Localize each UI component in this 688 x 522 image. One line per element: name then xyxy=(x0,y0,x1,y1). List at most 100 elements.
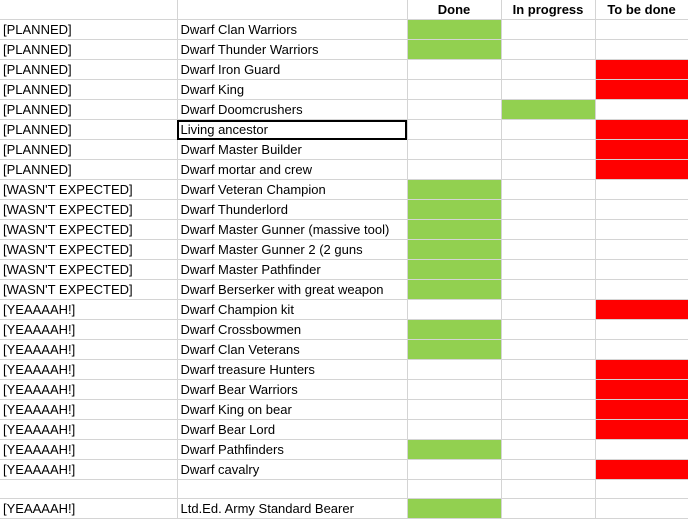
header-cell-tag[interactable] xyxy=(0,0,178,20)
item-cell[interactable]: Ltd.Ed. Army Standard Bearer xyxy=(177,498,408,519)
status-cell-done[interactable] xyxy=(407,219,502,240)
header-cell-to-be-done[interactable]: To be done xyxy=(595,0,688,20)
status-cell-to-be-done[interactable] xyxy=(595,459,688,480)
status-cell-done[interactable] xyxy=(407,279,502,300)
item-cell[interactable]: Dwarf Crossbowmen xyxy=(177,319,408,340)
item-cell[interactable]: Dwarf Pathfinders xyxy=(177,439,408,460)
header-cell-in-progress[interactable]: In progress xyxy=(501,0,596,20)
status-cell-to-be-done[interactable] xyxy=(595,479,688,499)
item-cell[interactable]: Dwarf Thunder Warriors xyxy=(177,39,408,60)
item-cell[interactable]: Dwarf Master Gunner 2 (2 guns xyxy=(177,239,408,260)
status-cell-done[interactable] xyxy=(407,39,502,60)
item-cell[interactable]: Dwarf Iron Guard xyxy=(177,59,408,80)
tag-cell[interactable]: [WASN'T EXPECTED] xyxy=(0,279,178,300)
tag-cell[interactable] xyxy=(0,479,178,499)
status-cell-to-be-done[interactable] xyxy=(595,79,688,100)
status-cell-done[interactable] xyxy=(407,379,502,400)
status-cell-in-progress[interactable] xyxy=(501,239,596,260)
item-cell[interactable]: Dwarf Clan Warriors xyxy=(177,19,408,40)
status-cell-in-progress[interactable] xyxy=(501,39,596,60)
tag-cell[interactable]: [WASN'T EXPECTED] xyxy=(0,219,178,240)
tag-cell[interactable]: [YEAAAAH!] xyxy=(0,498,178,519)
header-cell-item[interactable] xyxy=(177,0,408,20)
status-cell-done[interactable] xyxy=(407,359,502,380)
tag-cell[interactable]: [PLANNED] xyxy=(0,139,178,160)
status-cell-in-progress[interactable] xyxy=(501,19,596,40)
status-cell-done[interactable] xyxy=(407,179,502,200)
status-cell-done[interactable] xyxy=(407,139,502,160)
tag-cell[interactable]: [WASN'T EXPECTED] xyxy=(0,259,178,280)
status-cell-done[interactable] xyxy=(407,59,502,80)
item-cell[interactable]: Dwarf Bear Lord xyxy=(177,419,408,440)
status-cell-in-progress[interactable] xyxy=(501,99,596,120)
status-cell-in-progress[interactable] xyxy=(501,119,596,140)
status-cell-to-be-done[interactable] xyxy=(595,299,688,320)
item-cell[interactable]: Dwarf Thunderlord xyxy=(177,199,408,220)
status-cell-to-be-done[interactable] xyxy=(595,439,688,460)
status-cell-to-be-done[interactable] xyxy=(595,239,688,260)
item-cell[interactable]: Dwarf King xyxy=(177,79,408,100)
status-cell-done[interactable] xyxy=(407,99,502,120)
tag-cell[interactable]: [WASN'T EXPECTED] xyxy=(0,239,178,260)
status-cell-done[interactable] xyxy=(407,439,502,460)
tag-cell[interactable]: [WASN'T EXPECTED] xyxy=(0,179,178,200)
item-cell[interactable]: Dwarf Master Pathfinder xyxy=(177,259,408,280)
tag-cell[interactable]: [YEAAAAH!] xyxy=(0,459,178,480)
item-cell[interactable]: Dwarf Clan Veterans xyxy=(177,339,408,360)
status-cell-in-progress[interactable] xyxy=(501,299,596,320)
status-cell-done[interactable] xyxy=(407,259,502,280)
status-cell-done[interactable] xyxy=(407,479,502,499)
status-cell-to-be-done[interactable] xyxy=(595,99,688,120)
status-cell-in-progress[interactable] xyxy=(501,419,596,440)
status-cell-in-progress[interactable] xyxy=(501,439,596,460)
status-cell-to-be-done[interactable] xyxy=(595,139,688,160)
status-cell-in-progress[interactable] xyxy=(501,139,596,160)
status-cell-to-be-done[interactable] xyxy=(595,59,688,80)
status-cell-to-be-done[interactable] xyxy=(595,359,688,380)
item-cell[interactable]: Dwarf Bear Warriors xyxy=(177,379,408,400)
status-cell-in-progress[interactable] xyxy=(501,159,596,180)
status-cell-to-be-done[interactable] xyxy=(595,419,688,440)
status-cell-done[interactable] xyxy=(407,299,502,320)
status-cell-in-progress[interactable] xyxy=(501,359,596,380)
tag-cell[interactable]: [PLANNED] xyxy=(0,159,178,180)
status-cell-in-progress[interactable] xyxy=(501,79,596,100)
tag-cell[interactable]: [YEAAAAH!] xyxy=(0,399,178,420)
status-cell-done[interactable] xyxy=(407,119,502,140)
item-cell[interactable]: Dwarf Berserker with great weapon xyxy=(177,279,408,300)
tag-cell[interactable]: [PLANNED] xyxy=(0,99,178,120)
status-cell-in-progress[interactable] xyxy=(501,479,596,499)
status-cell-to-be-done[interactable] xyxy=(595,399,688,420)
item-cell[interactable] xyxy=(177,479,408,499)
tag-cell[interactable]: [WASN'T EXPECTED] xyxy=(0,199,178,220)
status-cell-done[interactable] xyxy=(407,459,502,480)
item-cell[interactable]: Dwarf Doomcrushers xyxy=(177,99,408,120)
tag-cell[interactable]: [YEAAAAH!] xyxy=(0,339,178,360)
status-cell-in-progress[interactable] xyxy=(501,59,596,80)
status-cell-in-progress[interactable] xyxy=(501,279,596,300)
status-cell-done[interactable] xyxy=(407,239,502,260)
status-cell-done[interactable] xyxy=(407,498,502,519)
item-cell[interactable]: Dwarf Veteran Champion xyxy=(177,179,408,200)
status-cell-to-be-done[interactable] xyxy=(595,159,688,180)
item-cell[interactable]: Dwarf King on bear xyxy=(177,399,408,420)
item-cell[interactable]: Living ancestor xyxy=(177,119,408,140)
tag-cell[interactable]: [YEAAAAH!] xyxy=(0,419,178,440)
tag-cell[interactable]: [PLANNED] xyxy=(0,39,178,60)
tag-cell[interactable]: [YEAAAAH!] xyxy=(0,359,178,380)
status-cell-to-be-done[interactable] xyxy=(595,219,688,240)
status-cell-to-be-done[interactable] xyxy=(595,279,688,300)
header-cell-done[interactable]: Done xyxy=(407,0,502,20)
status-cell-to-be-done[interactable] xyxy=(595,379,688,400)
item-cell[interactable]: Dwarf treasure Hunters xyxy=(177,359,408,380)
item-cell[interactable]: Dwarf mortar and crew xyxy=(177,159,408,180)
status-cell-done[interactable] xyxy=(407,199,502,220)
status-cell-done[interactable] xyxy=(407,19,502,40)
status-cell-in-progress[interactable] xyxy=(501,319,596,340)
status-cell-to-be-done[interactable] xyxy=(595,339,688,360)
tag-cell[interactable]: [PLANNED] xyxy=(0,59,178,80)
item-cell[interactable]: Dwarf Master Builder xyxy=(177,139,408,160)
status-cell-to-be-done[interactable] xyxy=(595,179,688,200)
tag-cell[interactable]: [YEAAAAH!] xyxy=(0,439,178,460)
status-cell-to-be-done[interactable] xyxy=(595,39,688,60)
